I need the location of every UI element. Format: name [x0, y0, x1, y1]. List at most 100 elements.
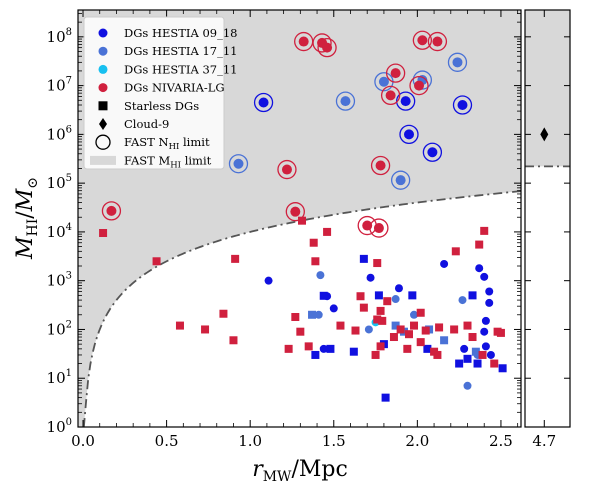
fast-nhi-ring-dgs-hestia-17-11 — [390, 170, 411, 190]
dot-marker-dgs-nivaria-lg — [281, 164, 292, 175]
dot-marker-dgs-hestia-09-18 — [486, 350, 495, 359]
dot-marker-dgs-hestia-09-18 — [366, 273, 375, 282]
square-marker-dgs-nivaria-lg — [475, 240, 484, 249]
fast-nhi-ring-dgs-hestia-09-18 — [399, 124, 419, 145]
square-marker-dgs-nivaria-lg — [371, 350, 380, 359]
fast-nhi-ring-dgs-hestia-09-18 — [452, 95, 473, 115]
square-marker-dgs-hestia-09-18 — [423, 344, 432, 353]
square-marker-dgs-nivaria-lg — [389, 333, 398, 342]
square-marker-dgs-nivaria-lg — [304, 342, 313, 351]
fast-nhi-ring-dgs-nivaria-lg — [370, 155, 391, 176]
dot-marker-dgs-nivaria-lg — [322, 42, 333, 53]
fast-nhi-ring-dgs-hestia-09-18 — [253, 92, 274, 113]
square-marker-dgs-nivaria-lg — [336, 321, 345, 330]
dot-marker-dgs-hestia-09-18 — [319, 344, 328, 353]
x-tick-label: 2.0 — [405, 432, 429, 450]
square-marker-dgs-nivaria-lg — [231, 254, 240, 263]
square-marker-dgs-nivaria-lg — [356, 292, 365, 301]
fast-nhi-ring-dgs-hestia-09-18 — [422, 142, 443, 162]
square-marker-dgs-nivaria-lg — [99, 228, 108, 237]
square-marker-dgs-nivaria-lg — [219, 309, 228, 318]
square-marker-dgs-hestia-09-18 — [349, 347, 358, 356]
square-marker-dgs-hestia-09-18 — [326, 344, 335, 353]
fast-nhi-ring-dgs-nivaria-lg — [380, 85, 401, 106]
square-marker-dgs-hestia-09-18 — [473, 359, 482, 368]
y-tick-label: 105 — [47, 173, 72, 192]
y-tick-label: 106 — [47, 124, 72, 143]
y-tick-label: 101 — [47, 368, 72, 387]
legend-label: Starless DGs — [124, 99, 199, 113]
dot-marker-dgs-hestia-09-18 — [258, 97, 269, 108]
fast-nhi-ring-dgs-nivaria-lg — [317, 37, 337, 58]
square-marker-dgs-nivaria-lg — [284, 344, 293, 353]
x-axis-title: rMW/Mpc — [252, 457, 348, 485]
dot-marker-dgs-hestia-17-11 — [395, 175, 406, 186]
dot-marker-dgs-hestia-09-18 — [394, 284, 403, 293]
square-marker-dgs-hestia-09-18 — [374, 291, 383, 300]
legend-label: DGs HESTIA 17_11 — [124, 44, 237, 58]
legend-marker-square — [98, 101, 108, 111]
y-tick-label: 102 — [47, 319, 72, 338]
square-marker-dgs-hestia-09-18 — [455, 359, 464, 368]
square-marker-dgs-nivaria-lg — [403, 344, 412, 353]
square-marker-dgs-nivaria-lg — [291, 313, 300, 322]
dot-marker-dgs-hestia-09-18 — [329, 304, 338, 313]
fast-nhi-ring-dgs-nivaria-lg — [285, 202, 305, 222]
legend-marker-diamond — [99, 118, 107, 130]
legend-label: DGs NIVARIA-LG — [124, 81, 225, 95]
legend-label: FAST NHI limit — [124, 135, 210, 152]
cloud9-marker — [540, 127, 549, 142]
dot-marker-dgs-hestia-09-18 — [460, 344, 469, 353]
dot-marker-dgs-hestia-09-18 — [403, 129, 414, 140]
y-tick-label: 104 — [47, 222, 72, 241]
dot-marker-dgs-hestia-17-11 — [378, 76, 389, 87]
square-marker-dgs-nivaria-lg — [396, 325, 405, 334]
square-marker-dgs-nivaria-lg — [410, 321, 419, 330]
dot-marker-dgs-nivaria-lg — [290, 206, 301, 217]
square-marker-dgs-nivaria-lg — [175, 321, 184, 330]
square-marker-dgs-nivaria-lg — [416, 308, 425, 317]
fast-nhi-ring-dgs-nivaria-lg — [385, 63, 406, 83]
square-marker-dgs-nivaria-lg — [359, 303, 368, 312]
dot-marker-dgs-hestia-09-18 — [475, 264, 484, 273]
square-marker-dgs-hestia-09-18 — [468, 291, 477, 300]
square-marker-dgs-hestia-17-11 — [440, 336, 449, 345]
square-marker-dgs-nivaria-lg — [351, 326, 360, 335]
square-marker-dgs-hestia-09-18 — [311, 350, 320, 359]
dot-marker-dgs-nivaria-lg — [375, 160, 386, 171]
fast-nhi-ring-dgs-nivaria-lg — [409, 75, 429, 96]
legend: DGs HESTIA 09_18 DGs HESTIA 17_11 DGs HEST… — [83, 16, 237, 170]
legend-marker-circle — [98, 64, 108, 74]
square-marker-dgs-nivaria-lg — [450, 325, 459, 334]
dot-marker-dgs-hestia-09-18 — [427, 147, 438, 158]
dot-marker-dgs-hestia-09-18 — [400, 96, 411, 107]
dot-marker-dgs-nivaria-lg — [432, 36, 443, 47]
dot-marker-dgs-nivaria-lg — [390, 68, 401, 79]
y-axis-title: MHI/M⊙ — [13, 177, 41, 260]
dot-marker-dgs-hestia-09-18 — [485, 287, 494, 296]
dot-marker-dgs-nivaria-lg — [373, 223, 384, 234]
fast-nhi-ring-dgs-nivaria-lg — [369, 218, 389, 238]
fast-nhi-ring-dgs-hestia-17-11 — [335, 91, 356, 111]
dot-marker-dgs-hestia-17-11 — [233, 158, 244, 169]
legend-marker-gray-patch — [90, 155, 116, 165]
fast-nhi-ring-dgs-hestia-17-11 — [447, 52, 468, 72]
dot-marker-dgs-nivaria-lg — [417, 35, 428, 46]
square-marker-dgs-hestia-17-11 — [308, 310, 317, 319]
square-marker-dgs-nivaria-lg — [404, 330, 413, 339]
square-marker-dgs-nivaria-lg — [435, 323, 444, 332]
square-marker-dgs-nivaria-lg — [383, 297, 392, 306]
dot-marker-dgs-hestia-17-11 — [463, 381, 472, 390]
x-tick-label: 2.5 — [489, 432, 513, 450]
fast-nhi-ring-dgs-nivaria-lg — [412, 30, 433, 50]
square-marker-dgs-nivaria-lg — [490, 359, 499, 368]
inset-plot-area — [525, 10, 570, 168]
x-tick-label: 0.0 — [71, 432, 95, 450]
square-marker-dgs-nivaria-lg — [416, 338, 425, 347]
dot-marker-dgs-hestia-17-11 — [452, 57, 463, 68]
dot-marker-dgs-hestia-09-18 — [480, 327, 489, 336]
dot-marker-dgs-nivaria-lg — [385, 90, 396, 101]
y-tick-label: 108 — [47, 27, 72, 46]
dot-marker-dgs-hestia-17-11 — [316, 271, 325, 280]
